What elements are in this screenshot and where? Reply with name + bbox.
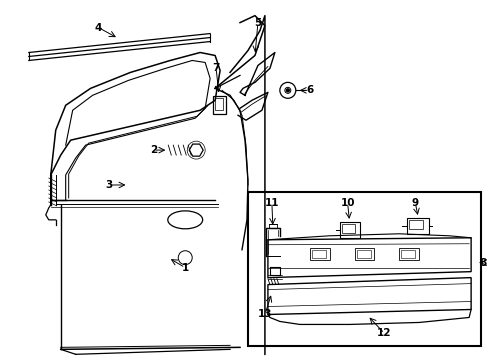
Text: 9: 9 <box>411 198 418 208</box>
Bar <box>407 218 428 234</box>
Bar <box>309 248 329 260</box>
Text: 5: 5 <box>254 18 261 28</box>
Text: 7: 7 <box>212 63 219 73</box>
Bar <box>354 248 374 260</box>
Bar <box>399 248 419 260</box>
Bar <box>311 250 325 258</box>
Bar <box>341 224 354 233</box>
Bar <box>213 96 225 114</box>
Text: 1: 1 <box>181 263 188 273</box>
Text: 13: 13 <box>257 310 272 319</box>
Text: 4: 4 <box>95 23 102 33</box>
Bar <box>215 98 223 110</box>
Text: 6: 6 <box>305 85 313 95</box>
Text: 2: 2 <box>149 145 157 155</box>
Bar <box>247 192 480 346</box>
Text: 3: 3 <box>105 180 112 190</box>
Bar <box>356 250 370 258</box>
Circle shape <box>286 89 289 92</box>
Bar <box>408 220 423 229</box>
Bar <box>339 222 359 238</box>
Text: 8: 8 <box>478 258 486 268</box>
Text: 10: 10 <box>340 198 354 208</box>
Text: 12: 12 <box>376 328 391 338</box>
Text: 11: 11 <box>264 198 279 208</box>
Bar <box>401 250 414 258</box>
